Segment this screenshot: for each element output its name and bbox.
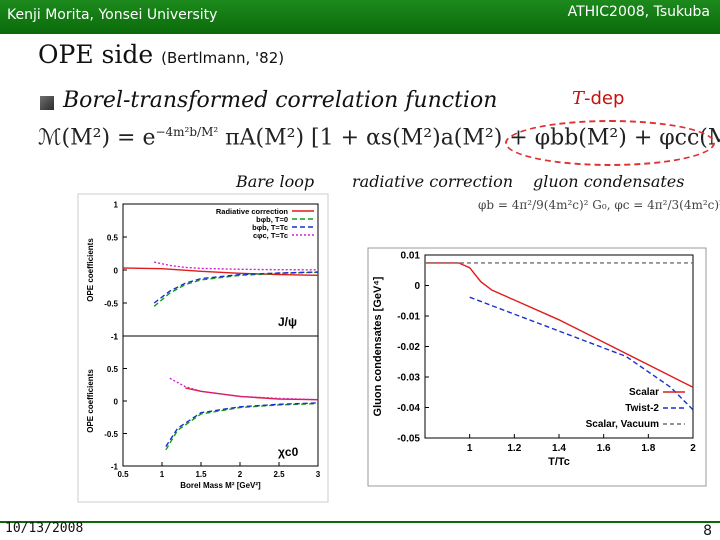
- temperature-dependence-note: T-dep: [572, 88, 624, 109]
- x-tick-label: 0.5: [117, 470, 129, 479]
- condensate-coefficient-formula: φb = 4π²/9(4m²c)² G₀, φc = 4π²/3(4m²c)² …: [478, 198, 720, 212]
- legend-label: Scalar: [629, 387, 659, 398]
- x-tick-label: 1.6: [597, 443, 611, 454]
- y-tick-label: 1: [114, 201, 119, 210]
- header-author: Kenji Morita, Yonsei University: [7, 7, 218, 23]
- legend-label: bφb, T=0: [256, 215, 288, 224]
- y-axis-label: OPE coefficients: [86, 369, 95, 433]
- y-tick-label: -0.5: [104, 430, 118, 439]
- figure-frame-right: [367, 247, 707, 487]
- x-tick-label: 1.8: [641, 443, 655, 454]
- panel-jpsi: 1 0.5 0 -0.5 -1 OPE coefficients J/ψ Radiative …: [86, 201, 319, 342]
- ope-coefficients-figure: 1 0.5 0 -0.5 -1 OPE coefficients J/ψ Radiative …: [77, 193, 329, 503]
- bullet-text: Borel-transformed correlation function: [63, 88, 498, 113]
- y-tick-label: -1: [111, 463, 119, 472]
- x-tick-label: 1.5: [195, 470, 207, 479]
- y-tick-label: -0.5: [104, 300, 118, 309]
- legend-label: Twist-2: [625, 403, 659, 414]
- y-tick-label: -0.01: [397, 312, 420, 323]
- legend-label: cφc, T=Tc: [253, 231, 288, 240]
- borel-formula: ℳ(M²) = e−4m²b/M² πA(M²) [1 + αs(M²)a(M²…: [38, 125, 720, 150]
- series-line: [122, 267, 319, 276]
- x-tick-label: 2: [238, 470, 243, 479]
- panel-gluon: 0.01 0 -0.01 -0.02 -0.03 -0.04 -0.05 1 1.2 1.4 1.6…: [372, 251, 696, 469]
- x-axis-label: Borel Mass M² [GeV²]: [180, 481, 261, 490]
- y-tick-label: 1: [114, 333, 119, 342]
- bullet-square-icon: [40, 96, 54, 110]
- figure-frame: [77, 193, 329, 503]
- slide-title-main: OPE side: [38, 40, 154, 69]
- legend-label: Radiative correction: [216, 207, 289, 216]
- series-line: [153, 271, 319, 304]
- y-tick-label: 0: [114, 267, 119, 276]
- tdep-text: -dep: [584, 88, 625, 109]
- x-axis-label: T/Tc: [548, 456, 570, 468]
- y-axis-label: OPE coefficients: [86, 238, 95, 302]
- slide-title: OPE side (Bertlmann, '82): [38, 40, 284, 69]
- y-tick-label: 0.5: [107, 234, 119, 243]
- x-tick-label: 1: [467, 443, 473, 454]
- footer-bar: [0, 521, 720, 540]
- header-conference: ATHIC2008, Tsukuba: [567, 4, 710, 20]
- series-line: [425, 262, 694, 388]
- highlight-ellipse: [505, 120, 715, 166]
- y-tick-label: 0.01: [401, 251, 421, 262]
- x-tick-label: 3: [316, 470, 321, 479]
- y-tick-label: 0: [114, 398, 119, 407]
- page-number: 8: [703, 523, 712, 539]
- x-tick-label: 2.5: [273, 470, 285, 479]
- formula-lhs: ℳ(M²) = e: [38, 125, 156, 151]
- formula-exponent: −4m²b/M²: [155, 125, 219, 139]
- y-axis-label: Gluon condensates [GeV⁴]: [372, 276, 384, 416]
- series-line: [165, 402, 319, 451]
- label-gluon-condensates: gluon condensates: [533, 172, 685, 191]
- y-tick-label: 0.5: [107, 365, 119, 374]
- slide-title-citation: (Bertlmann, '82): [161, 49, 285, 67]
- x-tick-label: 2: [690, 443, 696, 454]
- legend-label: bφb, T=Tc: [252, 223, 288, 232]
- gluon-condensates-figure: 0.01 0 -0.01 -0.02 -0.03 -0.04 -0.05 1 1.2 1.4 1.6…: [367, 247, 707, 487]
- panel-annotation: J/ψ: [278, 315, 297, 329]
- x-tick-label: 1.4: [552, 443, 566, 454]
- y-tick-label: -0.03: [397, 373, 420, 384]
- y-tick-label: -1: [111, 333, 119, 342]
- tdep-symbol: T: [572, 88, 585, 109]
- x-tick-label: 1: [160, 470, 165, 479]
- series-line: [154, 261, 319, 271]
- x-tick-label: 1.2: [507, 443, 521, 454]
- label-radiative-correction: radiative correction: [352, 172, 514, 191]
- y-tick-label: 0: [414, 281, 420, 292]
- panel-annotation: χc0: [278, 445, 299, 459]
- y-tick-label: -0.05: [397, 434, 420, 445]
- label-bare-loop: Bare loop: [236, 172, 315, 191]
- series-line: [165, 402, 319, 447]
- y-tick-label: -0.04: [397, 403, 420, 414]
- header-bar: Kenji Morita, Yonsei University ATHIC200…: [0, 0, 720, 34]
- y-tick-label: -0.02: [397, 342, 420, 353]
- footer-date: 10/13/2008: [5, 521, 84, 536]
- series-line: [169, 377, 319, 401]
- legend-label: Scalar, Vacuum: [586, 419, 659, 430]
